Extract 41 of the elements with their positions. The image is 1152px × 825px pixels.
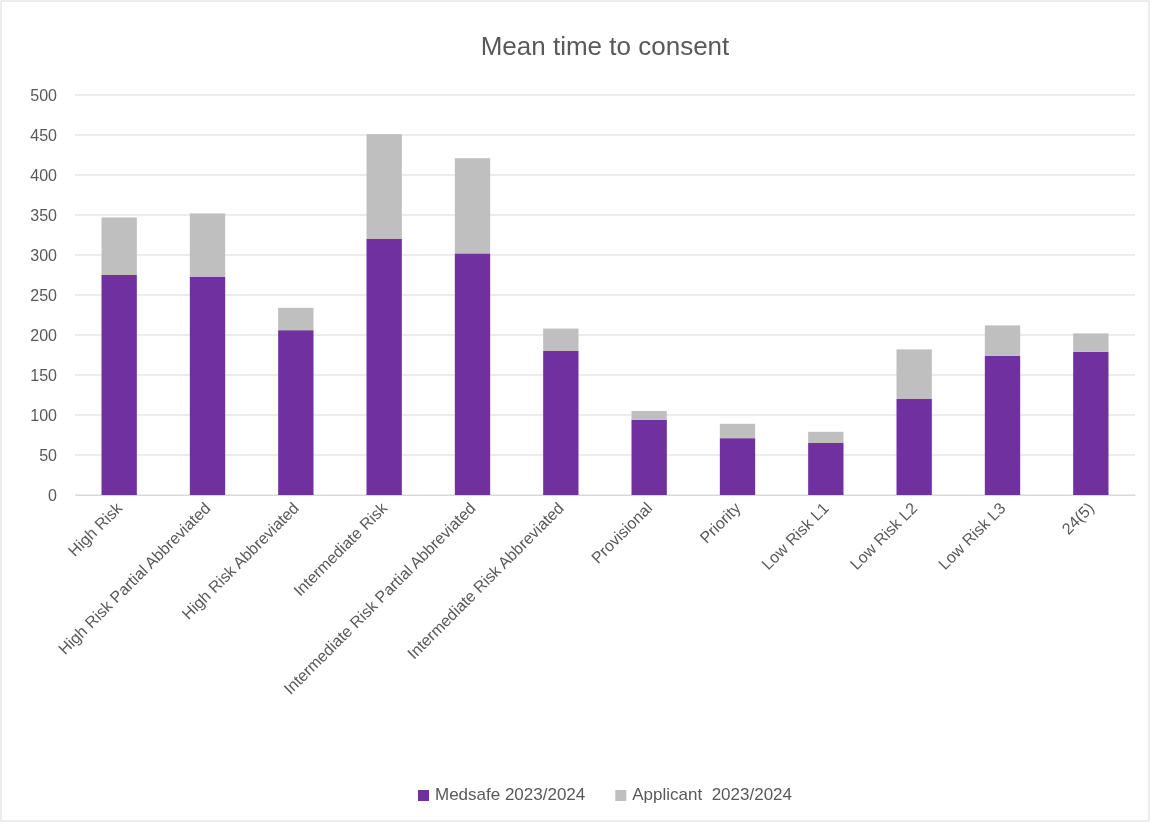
y-tick-label: 500	[30, 86, 58, 104]
x-tick-label: Low Risk L3	[935, 499, 1009, 573]
chart-title: Mean time to consent	[480, 31, 731, 61]
y-tick-label: 400	[30, 166, 58, 184]
y-tick-label: 100	[30, 406, 58, 424]
y-tick-label: 0	[48, 486, 58, 504]
bar	[454, 253, 491, 495]
bar	[1073, 333, 1109, 352]
bar	[1073, 351, 1109, 495]
bar	[808, 431, 844, 443]
bar	[984, 325, 1021, 356]
bar	[543, 328, 579, 351]
y-tick-label: 200	[30, 326, 58, 344]
y-tick-label: 300	[30, 246, 58, 264]
bar	[896, 349, 932, 399]
y-tick-label: 450	[30, 126, 58, 144]
bar	[101, 217, 137, 275]
x-tick-label: Low Risk L2	[846, 499, 921, 573]
bar	[278, 330, 314, 495]
x-tick-label: Low Risk L1	[758, 499, 833, 573]
bar	[808, 443, 844, 495]
bar	[189, 276, 226, 495]
bar	[366, 239, 402, 495]
bar	[454, 158, 491, 254]
bar	[984, 355, 1021, 495]
legend-label: Medsafe 2023/2024	[434, 785, 586, 804]
bar	[896, 399, 932, 495]
bar	[543, 351, 579, 495]
bar	[719, 438, 756, 495]
bar	[101, 275, 137, 495]
legend-label: Applicant 2023/2024	[632, 785, 793, 804]
bar	[631, 419, 667, 495]
bar	[189, 213, 226, 277]
y-tick-label: 250	[30, 286, 58, 304]
bar	[631, 411, 667, 420]
bar	[278, 307, 314, 331]
y-tick-label: 50	[39, 446, 58, 464]
y-tick-label: 350	[30, 206, 58, 224]
y-tick-label: 150	[30, 366, 58, 384]
bar	[719, 423, 756, 439]
bar	[366, 134, 402, 239]
